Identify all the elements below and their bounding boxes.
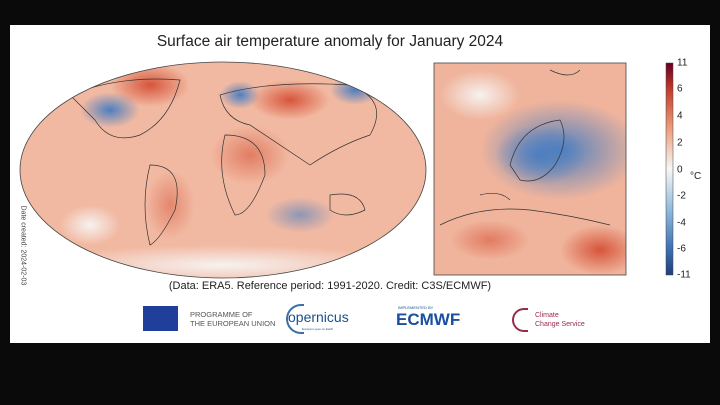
colorbar-tick: 2 bbox=[677, 137, 683, 149]
c3s-logo-mark bbox=[512, 308, 528, 332]
colorbar-unit: °C bbox=[690, 171, 702, 182]
colorbar-tick: 11 bbox=[677, 57, 688, 69]
europe-anomaly-map bbox=[434, 63, 626, 275]
eu-flag-logo bbox=[143, 306, 178, 331]
maps bbox=[19, 61, 674, 279]
eu-programme-logo-text: PROGRAMME OF THE EUROPEAN UNION bbox=[190, 310, 275, 328]
c3s-text-line: Change Service bbox=[535, 321, 585, 328]
eu-text-line: THE EUROPEAN UNION bbox=[190, 319, 276, 328]
world-anomaly-map bbox=[20, 62, 426, 278]
copernicus-logo: opernicus bbox=[288, 309, 349, 325]
figure-title: Surface air temperature anomaly for Janu… bbox=[156, 33, 504, 50]
colorbar-tick: -4 bbox=[677, 217, 686, 229]
eu-text-line: PROGRAMME OF bbox=[190, 310, 253, 319]
c3s-text-line: Climate bbox=[535, 312, 559, 319]
copernicus-logo-mark bbox=[286, 304, 304, 334]
colorbar-tick: -6 bbox=[677, 243, 686, 255]
colorbar-tick: -2 bbox=[677, 190, 686, 202]
figure-panel: Surface air temperature anomaly for Janu… bbox=[10, 25, 710, 343]
colorbar-tick: -11 bbox=[677, 269, 691, 281]
ecmwf-supertext: IMPLEMENTED BY bbox=[398, 305, 434, 310]
colorbar-tick: 4 bbox=[677, 110, 683, 122]
colorbar bbox=[665, 62, 674, 276]
c3s-logo: Climate Change Service bbox=[535, 311, 585, 329]
figure-caption: (Data: ERA5. Reference period: 1991-2020… bbox=[168, 280, 492, 292]
ecmwf-logo: ECMWF bbox=[396, 310, 461, 329]
copernicus-tagline: Europe's eyes on Earth bbox=[302, 327, 334, 331]
colorbar-tick: 6 bbox=[677, 83, 683, 95]
logo-strip: PROGRAMME OF THE EUROPEAN UNION opernicu… bbox=[10, 304, 710, 335]
colorbar-tick: 0 bbox=[677, 164, 683, 176]
